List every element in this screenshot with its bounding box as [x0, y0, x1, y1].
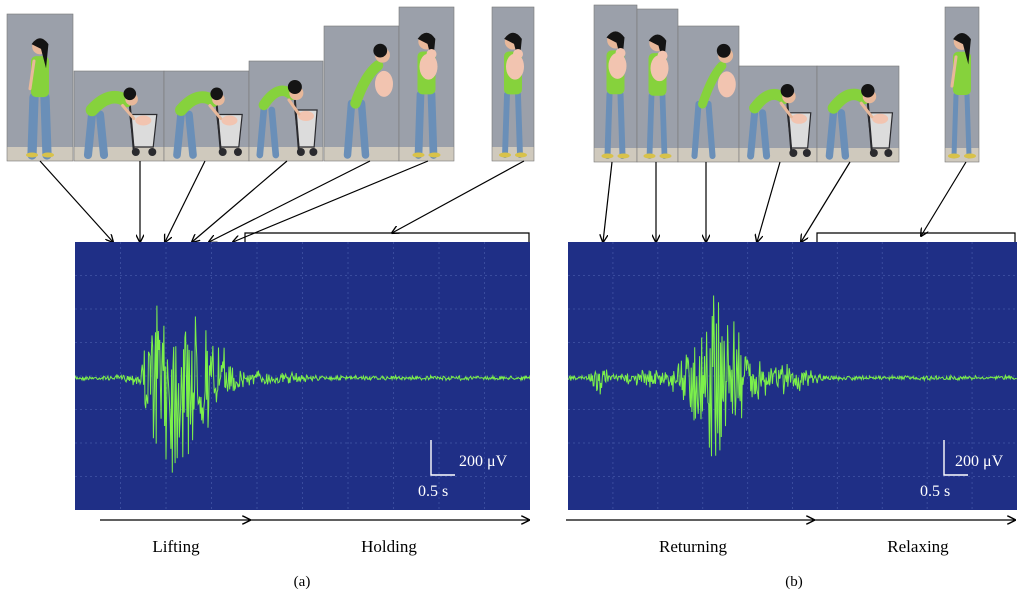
person-photo-icon [944, 6, 980, 163]
phase-label-lifting: Lifting [152, 537, 200, 556]
phase-label-holding: Holding [361, 537, 417, 556]
photo-strip-b [593, 4, 980, 163]
scale-time-b: 0.5 s [920, 483, 950, 500]
person-photo-icon [738, 65, 818, 163]
connector-arrow [192, 160, 288, 242]
connector-arrow [209, 160, 371, 242]
emg-scope-a: 200 μV 0.5 s [75, 242, 530, 510]
person-photo-icon [73, 70, 165, 162]
person-photo-icon [6, 13, 74, 162]
person-photo-icon [491, 6, 535, 162]
connector-arrow [392, 160, 525, 233]
connector-arrows-b [603, 161, 1016, 242]
connector-arrow [757, 161, 781, 242]
person-photo-icon [398, 6, 455, 162]
scale-voltage-b: 200 μV [955, 453, 1004, 470]
emg-scope-b: 200 μV 0.5 s [568, 242, 1017, 510]
scale-time-a: 0.5 s [418, 483, 448, 500]
photo-strip-a [6, 6, 535, 162]
phase-label-relaxing: Relaxing [887, 537, 949, 556]
person-photo-icon [677, 25, 740, 163]
connector-arrow [921, 161, 967, 236]
panel-a: 200 μV 0.5 s Lifting Holding (a) [6, 6, 535, 590]
connector-arrow [801, 161, 851, 242]
person-photo-icon [248, 60, 324, 162]
scale-voltage-a: 200 μV [459, 453, 508, 470]
connector-arrows-a [39, 160, 530, 242]
person-photo-icon [816, 65, 900, 163]
person-photo-icon [163, 70, 250, 162]
person-photo-icon [593, 4, 638, 163]
connector-arrow [39, 160, 113, 242]
emg-trace-b [568, 295, 1017, 457]
person-photo-icon [636, 8, 679, 163]
panel-caption-a: (a) [294, 574, 311, 590]
person-photo-icon [323, 25, 400, 162]
holding-window-bracket [244, 232, 530, 242]
relaxing-window-bracket [816, 232, 1016, 242]
emg-trace-a [75, 305, 530, 473]
connector-arrow [165, 160, 206, 242]
phase-timeline-b: Returning Relaxing [566, 520, 1015, 556]
phase-timeline-a: Lifting Holding [100, 520, 529, 556]
panel-b: 200 μV 0.5 s Returning Relaxing (b) [566, 4, 1017, 590]
connector-arrow [233, 160, 429, 242]
panel-caption-b: (b) [785, 574, 803, 590]
scale-bar-b: 200 μV 0.5 s [920, 440, 1004, 500]
phase-label-returning: Returning [659, 537, 727, 556]
connector-arrow [603, 161, 613, 242]
scale-bar-a: 200 μV 0.5 s [418, 440, 508, 500]
